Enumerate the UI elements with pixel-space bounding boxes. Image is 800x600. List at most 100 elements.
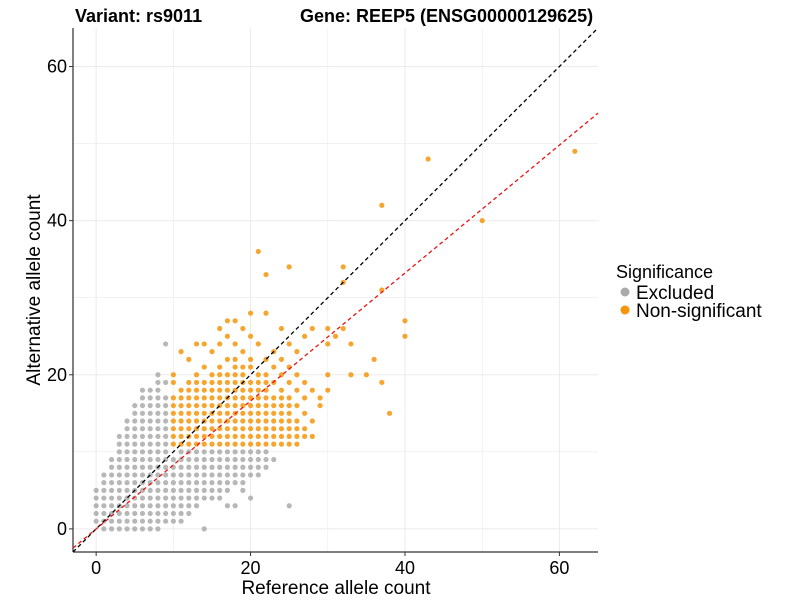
data-point bbox=[116, 433, 122, 440]
data-point bbox=[101, 480, 107, 486]
data-point bbox=[386, 410, 393, 416]
data-point bbox=[379, 202, 385, 208]
data-point bbox=[209, 395, 215, 401]
data-point bbox=[247, 379, 254, 386]
data-point bbox=[132, 495, 138, 501]
data-point bbox=[163, 510, 169, 517]
data-point bbox=[101, 510, 107, 517]
data-point bbox=[224, 503, 231, 509]
data-point bbox=[247, 402, 254, 409]
data-point bbox=[193, 456, 200, 463]
data-point bbox=[263, 456, 269, 463]
data-point bbox=[186, 379, 192, 386]
data-point bbox=[186, 495, 192, 501]
data-point bbox=[217, 364, 223, 370]
data-point bbox=[209, 472, 215, 478]
data-point bbox=[155, 426, 161, 432]
data-point bbox=[278, 387, 285, 393]
data-point bbox=[201, 379, 207, 386]
data-point bbox=[224, 426, 231, 432]
data-points bbox=[93, 148, 578, 532]
data-point bbox=[116, 456, 122, 463]
data-point bbox=[209, 449, 215, 455]
data-point bbox=[116, 441, 122, 447]
y-tick-label: 60 bbox=[47, 57, 67, 77]
data-point bbox=[139, 410, 146, 416]
data-point bbox=[170, 510, 176, 517]
x-tick-label: 40 bbox=[395, 558, 415, 578]
data-point bbox=[232, 503, 238, 509]
data-point bbox=[155, 418, 161, 424]
data-point bbox=[302, 395, 308, 401]
data-point bbox=[240, 364, 246, 370]
legend-title: Significance bbox=[616, 262, 713, 282]
data-point bbox=[155, 487, 161, 493]
data-point bbox=[278, 356, 285, 362]
data-point bbox=[124, 487, 130, 493]
data-point bbox=[124, 418, 130, 424]
data-point bbox=[201, 395, 207, 401]
data-point bbox=[309, 325, 315, 332]
data-point bbox=[109, 464, 115, 470]
data-point bbox=[294, 349, 300, 355]
data-point bbox=[240, 464, 246, 470]
data-point bbox=[217, 480, 223, 486]
data-point bbox=[286, 503, 292, 509]
data-point bbox=[93, 487, 99, 493]
data-point bbox=[124, 449, 130, 455]
data-point bbox=[101, 526, 107, 532]
data-point bbox=[170, 433, 176, 440]
data-point bbox=[93, 503, 99, 509]
data-point bbox=[132, 433, 138, 440]
data-point bbox=[209, 433, 215, 440]
data-point bbox=[155, 410, 161, 416]
data-point bbox=[263, 410, 269, 416]
data-point bbox=[132, 410, 138, 416]
data-point bbox=[302, 433, 308, 440]
data-point bbox=[224, 418, 231, 424]
data-point bbox=[116, 487, 122, 493]
data-point bbox=[294, 426, 300, 432]
data-point bbox=[178, 503, 184, 509]
data-point bbox=[209, 349, 215, 355]
data-point bbox=[572, 148, 578, 154]
data-point bbox=[302, 379, 308, 386]
data-point bbox=[147, 395, 153, 401]
data-point bbox=[232, 433, 238, 440]
data-point bbox=[186, 402, 192, 409]
data-point bbox=[163, 341, 169, 347]
data-point bbox=[116, 526, 122, 532]
data-point bbox=[232, 372, 238, 378]
data-point bbox=[217, 441, 223, 447]
data-point bbox=[178, 472, 184, 478]
data-point bbox=[132, 518, 138, 524]
data-point bbox=[163, 518, 169, 524]
data-point bbox=[109, 456, 115, 463]
data-point bbox=[255, 372, 261, 378]
data-point bbox=[247, 410, 254, 416]
data-point bbox=[193, 464, 200, 470]
data-point bbox=[109, 518, 115, 524]
data-point bbox=[232, 480, 238, 486]
data-point bbox=[147, 402, 153, 409]
data-point bbox=[147, 518, 153, 524]
data-point bbox=[155, 387, 161, 393]
data-point bbox=[232, 379, 238, 386]
data-point bbox=[255, 379, 261, 386]
data-point bbox=[116, 510, 122, 517]
data-point bbox=[201, 472, 207, 478]
data-point bbox=[155, 441, 161, 447]
data-point bbox=[163, 426, 169, 432]
data-point bbox=[139, 387, 146, 393]
data-point bbox=[325, 387, 331, 393]
data-point bbox=[247, 418, 254, 424]
data-point bbox=[193, 433, 200, 440]
data-point bbox=[147, 480, 153, 486]
data-point bbox=[170, 487, 176, 493]
data-point bbox=[193, 341, 200, 347]
data-point bbox=[170, 495, 176, 501]
data-point bbox=[240, 395, 246, 401]
data-point bbox=[217, 387, 223, 393]
data-point bbox=[247, 333, 254, 339]
data-point bbox=[224, 387, 231, 393]
